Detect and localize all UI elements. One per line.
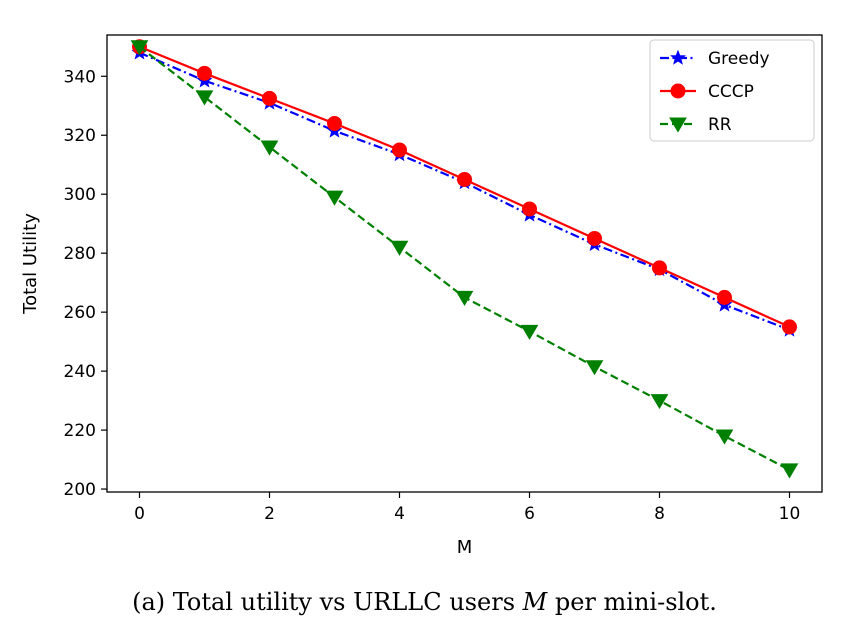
data-point-cccp: [717, 289, 732, 305]
legend-marker-cccp: [670, 83, 686, 99]
caption-prefix: (a) Total utility vs URLLC users: [132, 588, 523, 616]
data-point-rr: [390, 240, 409, 256]
y-tick-label: 220: [64, 421, 96, 441]
x-tick-label: 8: [654, 504, 665, 524]
legend-label-rr: RR: [708, 115, 732, 135]
data-point-cccp: [262, 90, 277, 106]
figure-caption: (a) Total utility vs URLLC users M per m…: [0, 588, 849, 616]
y-tick-label: 280: [64, 244, 96, 264]
y-tick-label: 340: [64, 67, 96, 87]
legend-label-cccp: CCCP: [708, 82, 754, 102]
x-tick-label: 4: [394, 504, 405, 524]
legend-marker-greedy: [670, 49, 686, 65]
data-point-rr: [520, 324, 539, 340]
plot-area: [130, 39, 799, 479]
y-tick-label: 320: [64, 126, 96, 146]
data-point-rr: [130, 40, 149, 56]
legend-label-greedy: Greedy: [708, 49, 770, 69]
caption-math: M: [522, 588, 548, 616]
axes: 0 2 4 6 8 10 200 220 240 260 280 300 320 340: [64, 34, 823, 524]
x-tick-label: 2: [264, 504, 275, 524]
x-axis-label: M: [457, 537, 473, 558]
data-point-rr: [260, 140, 279, 156]
y-axis-label: Total Utility: [20, 213, 41, 315]
data-point-rr: [780, 463, 799, 479]
data-point-cccp: [197, 65, 212, 81]
chart-canvas: 0 2 4 6 8 10 200 220 240 260 280 300 320 340 Greedy CC…: [20, 34, 823, 558]
data-point-rr: [650, 394, 669, 410]
data-point-rr: [195, 90, 214, 106]
y-tick-label: 260: [64, 303, 96, 323]
data-point-rr: [715, 429, 734, 445]
data-point-cccp: [587, 230, 602, 246]
data-point-rr: [585, 360, 604, 376]
legend-box: [649, 39, 815, 142]
data-point-cccp: [782, 319, 797, 335]
y-tick-label: 240: [64, 362, 96, 382]
y-tick-label: 200: [64, 480, 96, 500]
data-point-cccp: [457, 171, 472, 187]
legend: Greedy CCCP RR: [649, 39, 815, 142]
legend-marker-rr: [669, 117, 687, 133]
x-tick-label: 0: [134, 504, 145, 524]
data-point-cccp: [327, 115, 342, 131]
data-point-rr: [325, 190, 344, 206]
plot-frame: [106, 34, 823, 493]
x-tick-label: 10: [779, 504, 801, 524]
caption-suffix: per mini-slot.: [547, 588, 717, 616]
data-point-cccp: [522, 201, 537, 217]
data-point-cccp: [392, 142, 407, 158]
x-tick-label: 6: [524, 504, 535, 524]
data-point-cccp: [652, 260, 667, 276]
data-point-rr: [455, 290, 474, 306]
y-tick-label: 300: [64, 185, 96, 205]
